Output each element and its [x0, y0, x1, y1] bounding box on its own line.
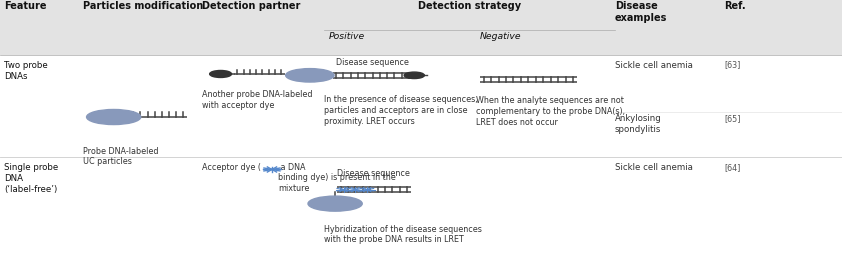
Text: Ankylosing
spondylitis: Ankylosing spondylitis: [615, 114, 662, 134]
Text: Feature: Feature: [4, 1, 46, 11]
Text: Negative: Negative: [480, 32, 521, 41]
Text: Two probe
DNAs: Two probe DNAs: [4, 61, 48, 81]
Text: Disease sequence: Disease sequence: [336, 58, 409, 67]
Circle shape: [404, 72, 424, 79]
Text: Sickle cell anemia: Sickle cell anemia: [615, 61, 692, 69]
Text: Detection strategy: Detection strategy: [418, 1, 521, 11]
Text: Sickle cell anemia: Sickle cell anemia: [615, 163, 692, 172]
Text: Probe DNA-labeled
UC particles: Probe DNA-labeled UC particles: [83, 147, 158, 166]
Bar: [0, 0, 842, 55]
Text: Single probe
DNA
(‘label-free’): Single probe DNA (‘label-free’): [4, 163, 58, 194]
Text: Disease
examples: Disease examples: [615, 1, 667, 23]
Text: [64]: [64]: [724, 163, 740, 172]
Ellipse shape: [87, 109, 141, 125]
Text: Disease sequence: Disease sequence: [338, 169, 410, 178]
Text: a DNA
binding dye) is present in the
mixture: a DNA binding dye) is present in the mix…: [278, 163, 396, 193]
Text: Hybridization of the disease sequences
with the probe DNA results in LRET: Hybridization of the disease sequences w…: [324, 225, 482, 244]
Text: Particles modification: Particles modification: [83, 1, 203, 11]
Text: [63]: [63]: [724, 61, 740, 69]
Ellipse shape: [285, 69, 334, 82]
Circle shape: [210, 70, 232, 77]
Text: Positive: Positive: [328, 32, 365, 41]
Text: Another probe DNA-labeled
with acceptor dye: Another probe DNA-labeled with acceptor …: [202, 90, 312, 109]
Text: Ref.: Ref.: [724, 1, 746, 11]
Ellipse shape: [308, 196, 362, 211]
Text: Detection partner: Detection partner: [202, 1, 301, 11]
Text: When the analyte sequences are not
complementary to the probe DNA(s),
LRET does : When the analyte sequences are not compl…: [476, 96, 625, 126]
Text: [65]: [65]: [724, 114, 741, 123]
Text: Acceptor dye (: Acceptor dye (: [202, 163, 261, 172]
Text: In the presence of disease sequences,
particles and acceptors are in close
proxi: In the presence of disease sequences, pa…: [324, 95, 477, 126]
